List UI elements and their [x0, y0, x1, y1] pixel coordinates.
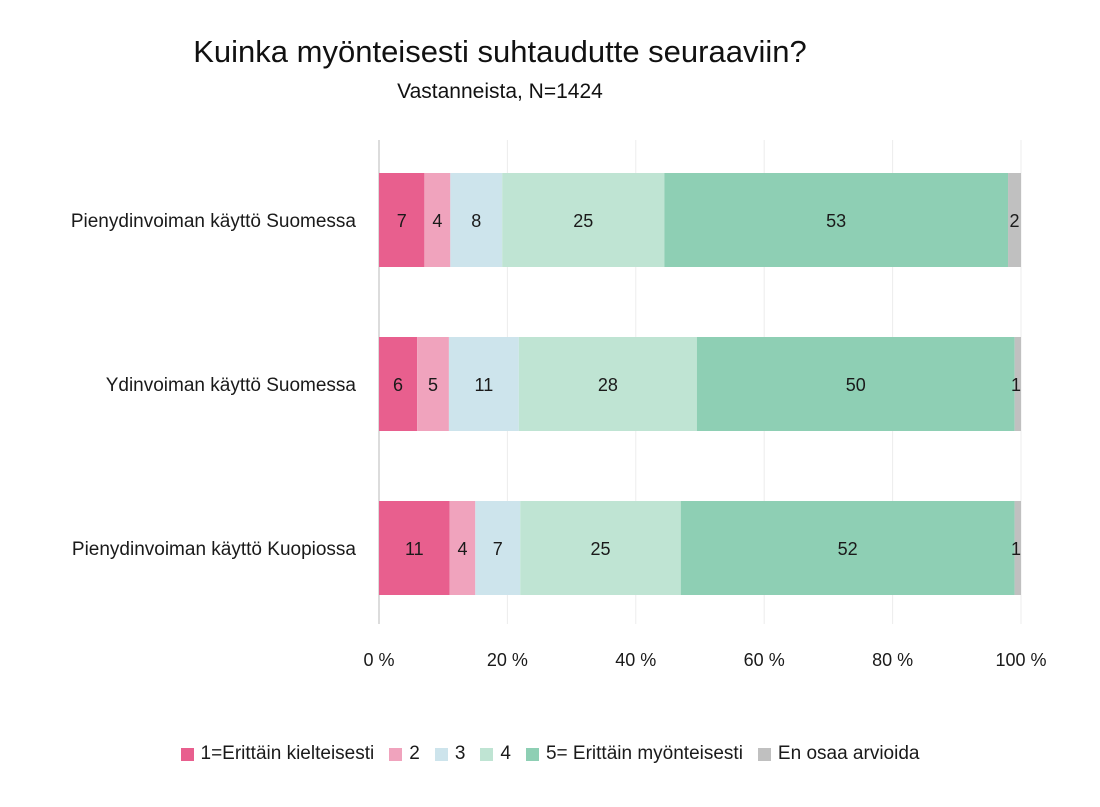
bar-segment	[1008, 173, 1021, 267]
data-label: 2	[1010, 211, 1020, 231]
chart-subtitle: Vastanneista, N=1424	[397, 80, 603, 103]
data-label: 6	[393, 375, 403, 395]
bar-segment	[379, 337, 418, 431]
legend-label: En osaa arvioida	[777, 743, 920, 764]
x-tick-label: 20 %	[487, 650, 528, 670]
legend-item: 3	[434, 743, 466, 765]
bar-segment	[379, 173, 425, 267]
bar-segment	[664, 173, 1009, 267]
data-label: 25	[573, 211, 593, 231]
legend-item: 4	[480, 743, 511, 765]
legend-swatch	[434, 747, 448, 761]
legend-label: 2	[409, 743, 420, 764]
legend-swatch	[525, 747, 539, 761]
bar-segment	[379, 501, 450, 595]
legend-label: 5= Erittäin myönteisesti	[545, 743, 743, 764]
category-label: Ydinvoiman käyttö Suomessa	[106, 375, 357, 396]
legend-item: 1=Erittäin kielteisesti	[180, 743, 375, 765]
bar-segment	[450, 173, 503, 267]
legend-label: 3	[454, 743, 466, 764]
data-label: 1	[1011, 375, 1021, 395]
data-label: 1	[1011, 539, 1021, 559]
data-label: 50	[846, 375, 866, 395]
bar-segment	[518, 337, 697, 431]
data-label: 5	[428, 375, 438, 395]
bar-segment	[520, 501, 681, 595]
legend-label: 4	[500, 743, 511, 764]
chart-title: Kuinka myönteisesti suhtaudutte seuraavi…	[193, 34, 807, 69]
x-tick-label: 40 %	[615, 650, 656, 670]
x-tick-label: 0 %	[363, 650, 394, 670]
legend-item: 5= Erittäin myönteisesti	[525, 743, 743, 765]
legend-item: En osaa arvioida	[757, 743, 920, 765]
category-label: Pienydinvoiman käyttö Suomessa	[71, 211, 357, 232]
legend-item: 2	[389, 743, 420, 765]
data-label: 11	[475, 375, 494, 395]
data-label: 25	[590, 539, 610, 559]
x-tick-label: 80 %	[872, 650, 913, 670]
legend-swatch	[480, 747, 494, 761]
bar-segment	[502, 173, 665, 267]
bar-segment	[417, 337, 449, 431]
data-label: 7	[397, 211, 407, 231]
legend-swatch	[180, 747, 194, 761]
bar-segment	[448, 337, 519, 431]
bar-segment	[680, 501, 1015, 595]
legend: 1=Erittäin kielteisesti 2 3 4 5= Erittäin my…	[0, 743, 1100, 765]
legend-swatch	[389, 747, 403, 761]
data-label: 28	[598, 375, 618, 395]
data-label: 11	[405, 539, 424, 559]
data-label: 7	[493, 539, 503, 559]
bar-segment	[696, 337, 1015, 431]
bar-segment	[424, 173, 451, 267]
x-tick-label: 60 %	[744, 650, 785, 670]
bar-segment	[1014, 501, 1021, 595]
bar-segment	[475, 501, 521, 595]
data-label: 4	[432, 211, 442, 231]
data-label: 4	[457, 539, 467, 559]
legend-label: 1=Erittäin kielteisesti	[200, 743, 375, 764]
category-label: Pienydinvoiman käyttö Kuopiossa	[72, 539, 357, 560]
data-label: 52	[838, 539, 858, 559]
bar-segment	[449, 501, 476, 595]
data-label: 8	[471, 211, 481, 231]
bar-segment	[1014, 337, 1021, 431]
data-label: 53	[826, 211, 846, 231]
x-tick-label: 100 %	[995, 650, 1046, 670]
legend-swatch	[757, 747, 771, 761]
